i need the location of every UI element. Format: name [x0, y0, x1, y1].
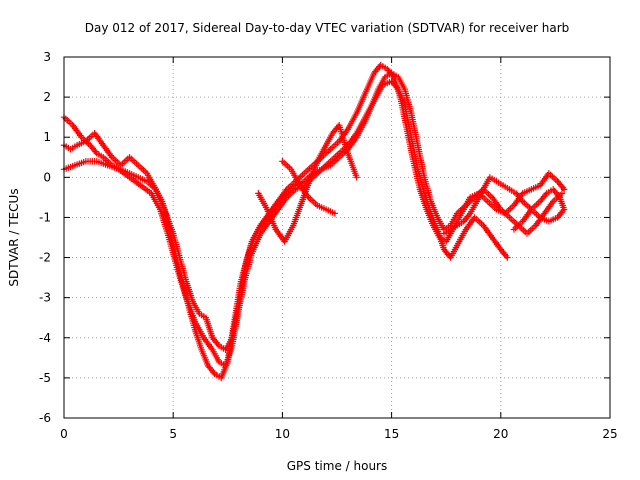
y-tick-label: -3 — [39, 291, 51, 305]
series-track-6 — [440, 174, 568, 237]
y-tick-label: 2 — [43, 90, 51, 104]
series-track-5 — [279, 158, 339, 217]
data-point-marker — [353, 174, 360, 181]
y-tick-label: 3 — [43, 50, 51, 64]
data-point-marker — [560, 186, 568, 193]
data-point-marker — [558, 190, 566, 197]
data-point-marker — [331, 210, 339, 217]
data-layer — [60, 61, 568, 382]
grid-layer — [64, 57, 610, 418]
plot-frame — [63, 56, 611, 419]
y-tick-label: -4 — [39, 331, 51, 345]
x-tick-label: 15 — [384, 427, 399, 441]
y-tick-label: 0 — [43, 170, 51, 184]
x-tick-label: 0 — [60, 427, 68, 441]
x-tick-label: 10 — [275, 427, 290, 441]
data-point-marker — [504, 254, 511, 261]
x-tick-label: 20 — [493, 427, 508, 441]
y-tick-label: -1 — [39, 210, 51, 224]
data-point-marker — [440, 230, 448, 237]
y-tick-label: 1 — [43, 130, 51, 144]
y-axis-label: SDTVAR / TECUs — [7, 188, 21, 286]
chart-title: Day 012 of 2017, Sidereal Day-to-day VTE… — [85, 21, 570, 35]
x-tick-label: 5 — [169, 427, 177, 441]
series-track-4 — [255, 121, 360, 245]
y-tick-label: -5 — [39, 371, 51, 385]
y-tick-label: -2 — [39, 251, 51, 265]
y-tick-label: -6 — [39, 411, 51, 425]
series-track-1 — [60, 61, 568, 382]
x-axis-label: GPS time / hours — [287, 459, 388, 473]
x-tick-label: 25 — [602, 427, 617, 441]
series-track-3 — [60, 69, 566, 354]
